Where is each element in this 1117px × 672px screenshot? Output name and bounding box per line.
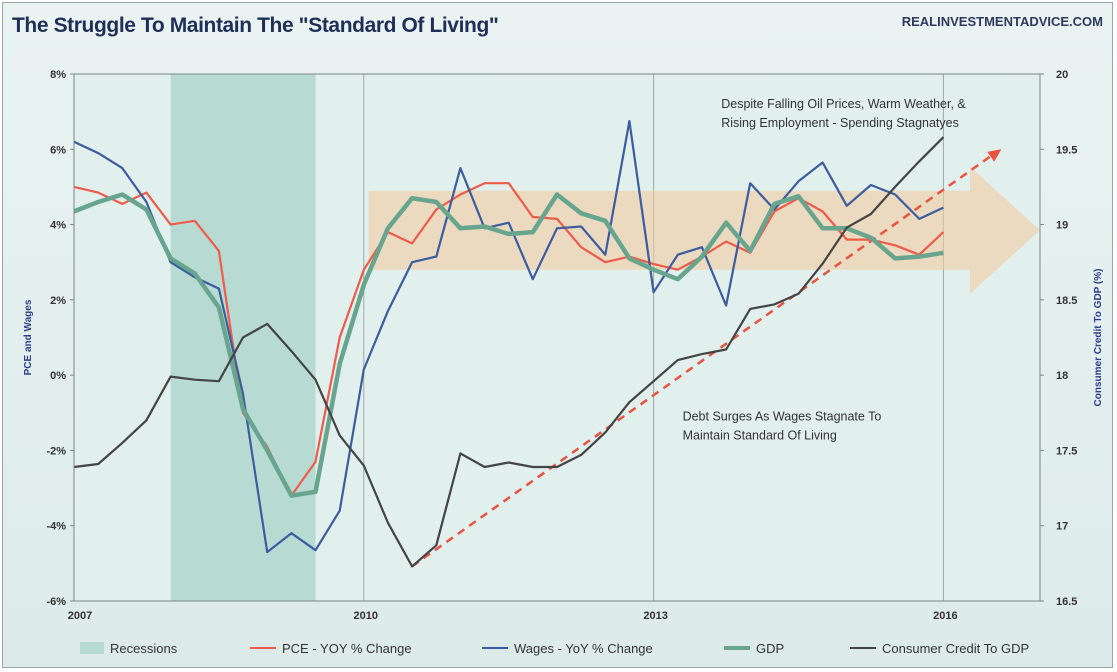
legend-label-credit: Consumer Credit To GDP bbox=[882, 640, 1030, 656]
legend-label-pce: PCE - YOY % Change bbox=[282, 640, 412, 656]
legend-label-gdp: GDP bbox=[756, 640, 785, 656]
right-tick-label: 18 bbox=[1056, 370, 1068, 382]
legend-item-wages: Wages - YoY % Change bbox=[482, 640, 653, 656]
legend-swatch-pce bbox=[250, 647, 276, 649]
flat-range-arrow bbox=[368, 166, 1040, 294]
annotation-text: Debt Surges As Wages Stagnate To bbox=[683, 409, 882, 423]
left-tick-label: 2% bbox=[50, 295, 66, 307]
x-tick-label: 2016 bbox=[933, 610, 957, 622]
x-tick-label: 2010 bbox=[354, 610, 378, 622]
x-tick-label: 2007 bbox=[68, 610, 92, 622]
annotation-text: Rising Employment - Spending Stagnatyes bbox=[721, 116, 959, 130]
right-tick-label: 20 bbox=[1056, 69, 1068, 81]
legend-swatch-gdp bbox=[724, 646, 750, 650]
right-axis-title: Consumer Credit To GDP (%) bbox=[1093, 269, 1104, 407]
trend-dashed-line bbox=[411, 153, 995, 568]
legend-label-recessions: Recessions bbox=[110, 640, 178, 656]
left-tick-label: 8% bbox=[50, 69, 66, 81]
series-line-gdp bbox=[73, 192, 944, 498]
annotation-text: Maintain Standard Of Living bbox=[683, 428, 837, 442]
right-tick-label: 17 bbox=[1056, 521, 1068, 533]
left-axis-title: PCE and Wages bbox=[23, 299, 34, 375]
left-tick-label: 6% bbox=[50, 144, 66, 156]
legend-item-credit: Consumer Credit To GDP bbox=[850, 640, 1029, 656]
legend-item-gdp: GDP bbox=[724, 640, 784, 656]
legend-label-wages: Wages - YoY % Change bbox=[514, 640, 653, 656]
legend-swatch-credit bbox=[850, 647, 876, 649]
right-tick-label: 19.5 bbox=[1056, 144, 1077, 156]
right-tick-label: 18.5 bbox=[1056, 295, 1077, 307]
right-tick-label: 16.5 bbox=[1056, 596, 1077, 608]
annotation-text: Despite Falling Oil Prices, Warm Weather… bbox=[721, 97, 966, 111]
chart-legend: Recessions PCE - YOY % Change Wages - Yo… bbox=[0, 636, 1111, 660]
left-tick-label: -4% bbox=[46, 521, 66, 533]
legend-item-recessions: Recessions bbox=[80, 640, 177, 656]
right-tick-label: 17.5 bbox=[1056, 445, 1077, 457]
right-tick-label: 19 bbox=[1056, 220, 1068, 232]
left-tick-label: -6% bbox=[46, 596, 66, 608]
trend-arrowhead bbox=[987, 149, 1002, 162]
series-line-credit bbox=[73, 136, 945, 568]
legend-swatch-wages bbox=[482, 647, 508, 649]
legend-swatch-recessions bbox=[80, 642, 104, 654]
left-tick-label: 0% bbox=[50, 370, 66, 382]
brand-label: REALINVESTMENTADVICE.COM bbox=[901, 14, 1103, 29]
legend-item-pce: PCE - YOY % Change bbox=[250, 640, 412, 656]
series-line-wages bbox=[73, 119, 944, 554]
left-tick-label: 4% bbox=[50, 220, 66, 232]
left-tick-label: -2% bbox=[46, 445, 66, 457]
x-tick-label: 2013 bbox=[643, 610, 667, 622]
page-title: The Struggle To Maintain The "Standard O… bbox=[12, 14, 499, 37]
plot-border bbox=[73, 73, 1041, 602]
